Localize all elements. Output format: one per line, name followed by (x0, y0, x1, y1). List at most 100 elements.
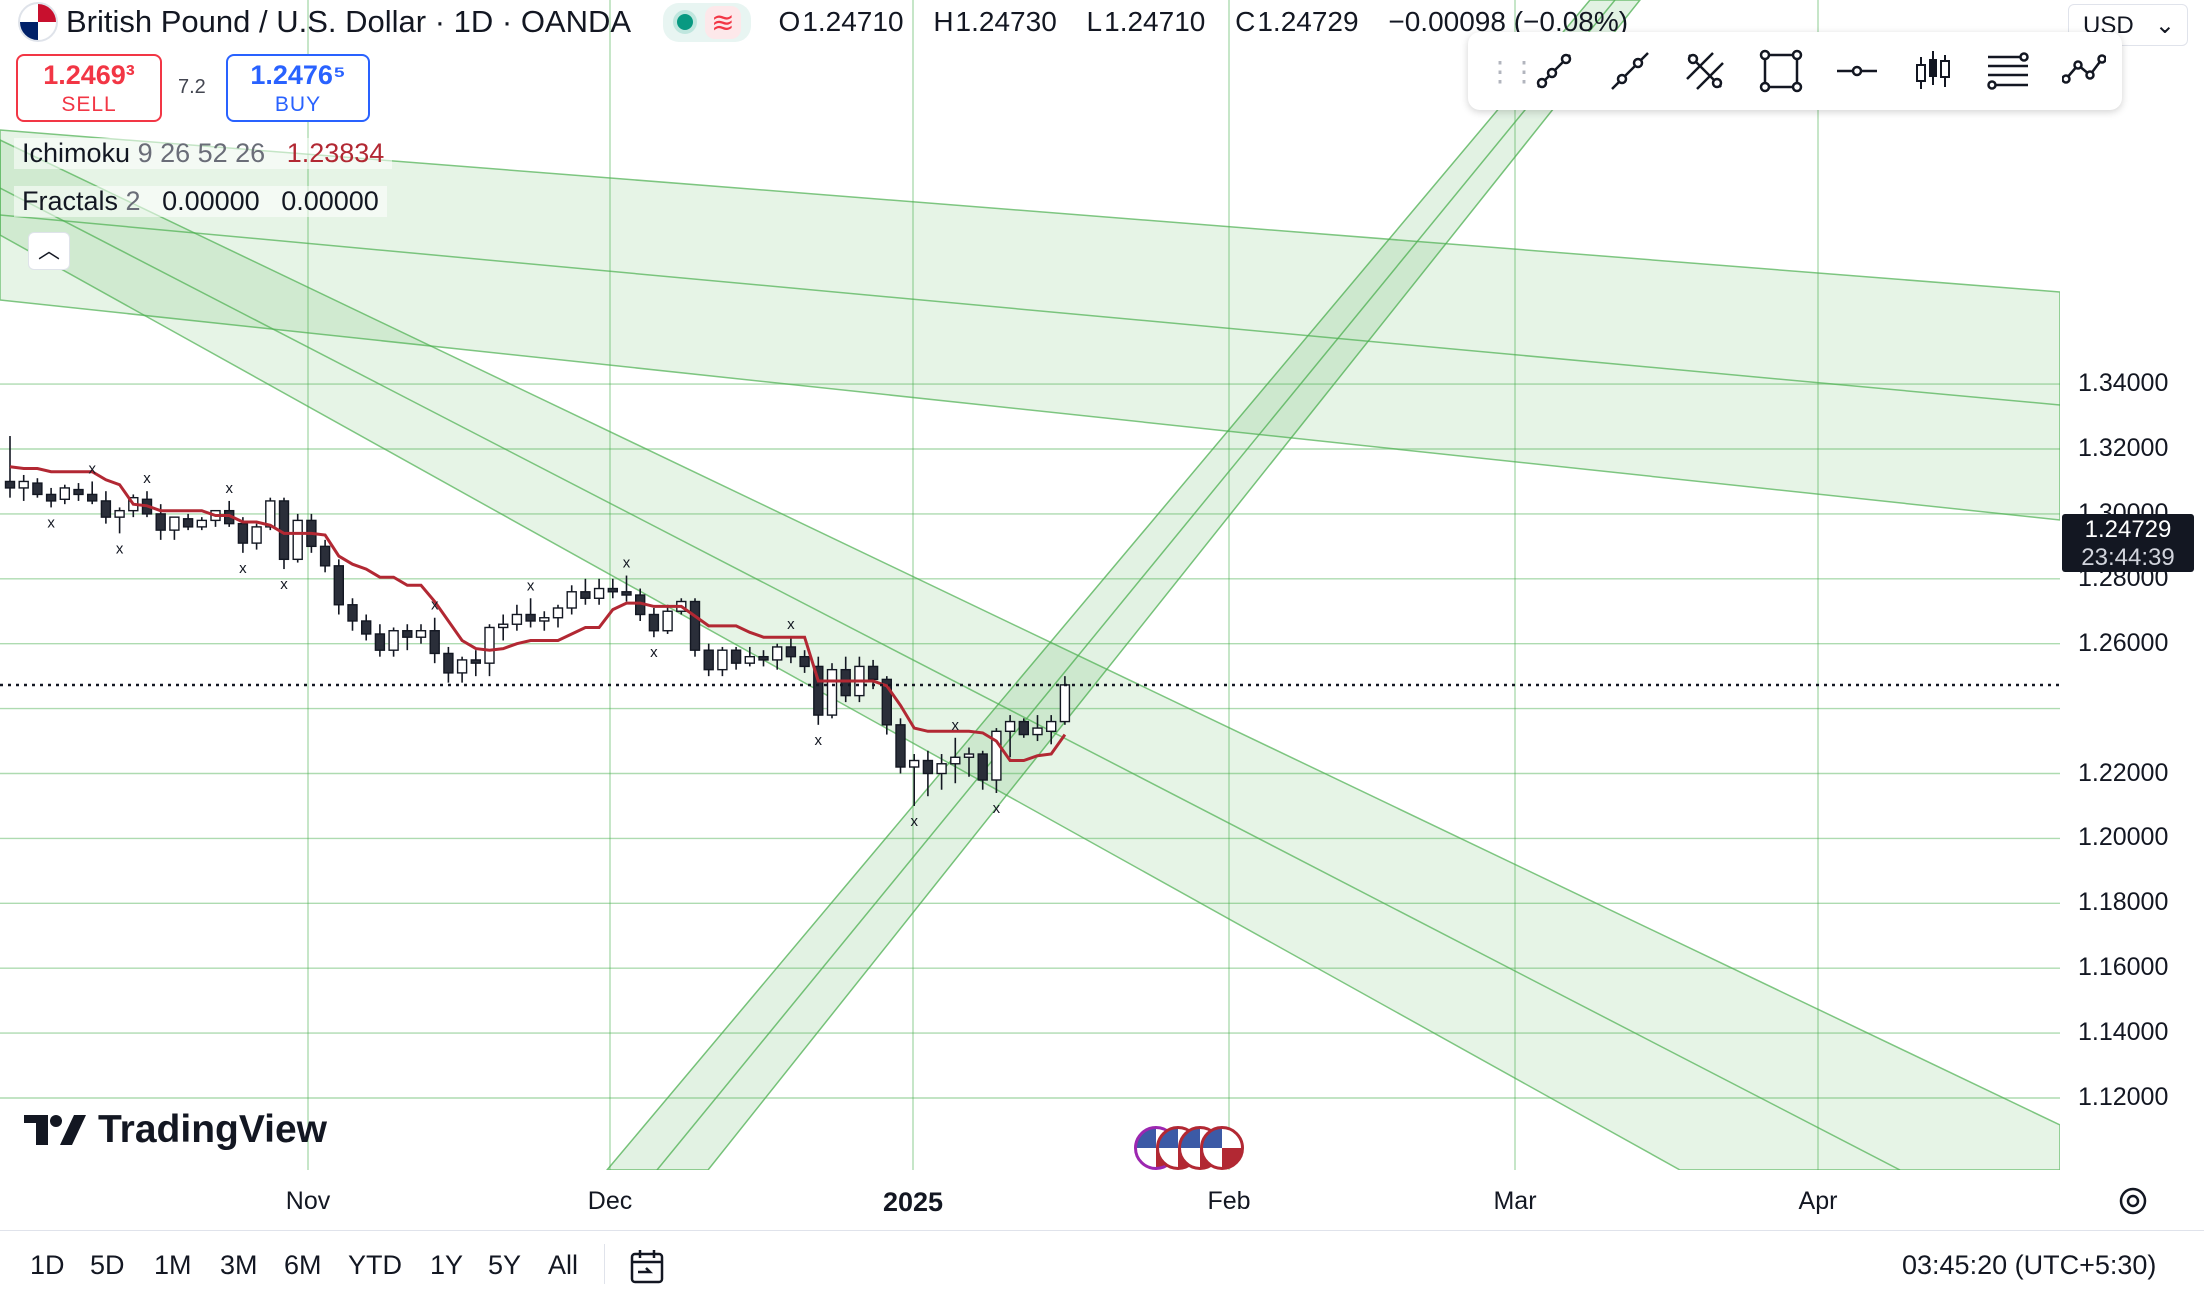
buy-button[interactable]: 1.2476⁵ BUY (226, 54, 370, 122)
range-button-5y[interactable]: 5Y (488, 1250, 522, 1280)
gbp-usd-flag-icon (18, 2, 58, 42)
sell-button[interactable]: 1.2469³ SELL (16, 54, 162, 122)
candle-body (772, 646, 783, 661)
fractals-legend[interactable]: Fractals 2 0.00000 0.00000 (14, 186, 387, 217)
candle-body (498, 623, 509, 629)
ohlc-readout: O1.24710 H1.24730 L1.24710 C1.24729 −0.0… (779, 6, 1629, 38)
time-axis-label: Dec (587, 1187, 633, 1215)
fractal-up-marker: x (527, 577, 535, 594)
price-axis-label: 1.12000 (2078, 1083, 2169, 1111)
range-button-1m[interactable]: 1M (154, 1250, 192, 1280)
candle-body (100, 500, 112, 518)
open-value: 1.24710 (802, 6, 904, 37)
range-button-1y[interactable]: 1Y (430, 1250, 464, 1280)
price-axis-label: 1.22000 (2078, 758, 2169, 787)
fractal-up-marker: x (225, 480, 233, 497)
price-axis-label: 1.16000 (2078, 953, 2169, 982)
candle-body (593, 587, 605, 599)
bar-countdown: 23:44:39 (2081, 544, 2175, 571)
candle-body (950, 756, 961, 765)
candle-body (1004, 720, 1016, 733)
symbol-header[interactable]: British Pound / U.S. Dollar · 1D · OANDA… (0, 0, 1628, 44)
candle-body (59, 487, 70, 500)
last-price-label: 1.24729 23:44:39 (2062, 514, 2194, 572)
parallel-channel-icon (1686, 52, 1725, 90)
range-button-ytd[interactable]: YTD (348, 1250, 402, 1280)
price-chart[interactable]: x x x x x x x x x x x x x x x x (0, 0, 2204, 1230)
candle-body (936, 763, 947, 775)
candle-body (251, 526, 262, 544)
candle-body (484, 626, 495, 664)
fractal-down-marker: x (116, 540, 124, 557)
fractal-down-marker: x (993, 800, 1001, 817)
fractal-up-marker: x (787, 616, 795, 633)
ray-button[interactable] (1592, 41, 1668, 101)
rising-channel-midline (656, 0, 1616, 1170)
timezone-clock[interactable]: 03:45:20 (UTC+5:30) (1902, 1250, 2157, 1280)
price-axis-label: 1.14000 (2078, 1018, 2169, 1047)
trend-line-button[interactable] (1516, 41, 1592, 101)
candle-body (155, 513, 166, 531)
range-button-3m[interactable]: 3M (220, 1250, 258, 1280)
price-axis-label: 1.26000 (2078, 628, 2169, 657)
drag-handle-icon[interactable]: ⋮⋮ (1486, 55, 1538, 87)
candle-body (32, 482, 43, 496)
path-button[interactable] (2046, 41, 2122, 101)
candle-body (182, 518, 194, 528)
ichimoku-params: 9 26 52 26 (137, 138, 266, 168)
market-status-pill[interactable]: ≋ (663, 2, 751, 42)
candle-body (333, 565, 344, 606)
market-open-icon (673, 10, 698, 34)
candle-body (415, 630, 427, 638)
range-button-5d[interactable]: 5D (90, 1250, 125, 1280)
fractal-down-marker: x (815, 732, 823, 749)
parallel-channel-button[interactable] (1668, 41, 1744, 101)
horizontal-ray-button[interactable] (1819, 41, 1895, 101)
horizontal-ray-icon (1836, 65, 1877, 77)
range-button-1d[interactable]: 1D (30, 1250, 65, 1280)
candle-body (319, 545, 331, 567)
candle-body (840, 668, 851, 697)
candle-body (456, 659, 468, 674)
candle-body (1018, 720, 1029, 736)
collapse-legend-button[interactable]: ︿ (28, 232, 70, 270)
ichimoku-legend[interactable]: Ichimoku 9 26 52 26 1.23834 (14, 138, 393, 169)
sell-price: 1.2469³ (43, 60, 135, 90)
candles (4, 436, 1071, 806)
range-button-6m[interactable]: 6M (284, 1250, 322, 1280)
path-icon (2062, 54, 2107, 84)
candle-body (785, 646, 797, 658)
fractal-up-marker: x (143, 470, 151, 487)
candle-body (648, 613, 660, 632)
candles-tool-button[interactable] (1895, 41, 1971, 101)
go-to-date-icon[interactable] (628, 1246, 668, 1286)
candle-body (18, 480, 29, 489)
buy-label: BUY (274, 93, 322, 116)
fib-retracement-button[interactable] (1971, 41, 2047, 101)
candle-body (470, 659, 481, 664)
time-axis-label: Apr (1798, 1187, 1838, 1215)
range-button-all[interactable]: All (548, 1250, 579, 1280)
price-axis-label: 1.18000 (2078, 888, 2169, 917)
candle-body (552, 607, 564, 619)
ray-icon (1610, 52, 1649, 90)
ichimoku-name: Ichimoku (22, 138, 131, 168)
economic-events[interactable] (1134, 1126, 1244, 1170)
low-label: L (1086, 6, 1103, 37)
rectangle-button[interactable] (1743, 41, 1819, 101)
candle-body (443, 652, 454, 674)
axis-settings-icon[interactable] (2116, 1184, 2150, 1218)
rising-parallel-channel (606, 0, 1641, 1170)
candle-body (991, 730, 1002, 781)
candle-body (826, 668, 838, 716)
fractal-down-marker: x (239, 560, 247, 577)
time-axis-label: 2025 (882, 1187, 944, 1217)
symbol-title[interactable]: British Pound / U.S. Dollar · 1D · OANDA (66, 4, 632, 39)
high-label: H (933, 6, 954, 37)
price-axis-label: 1.34000 (2078, 369, 2169, 398)
fractal-down-marker: x (47, 514, 55, 531)
tradingview-logo[interactable]: TradingView (24, 1108, 327, 1152)
close-value: 1.24729 (1257, 6, 1359, 37)
fractal-up-marker: x (952, 717, 960, 734)
candle-body (867, 665, 879, 681)
